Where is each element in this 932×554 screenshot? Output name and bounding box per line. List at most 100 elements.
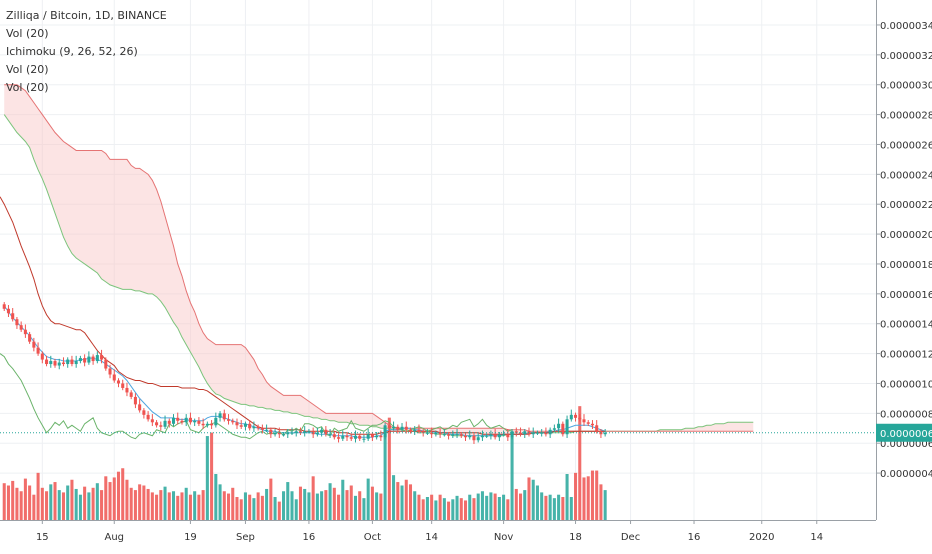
candle-body [180, 420, 184, 423]
volume-bar [218, 484, 222, 520]
candle-body [252, 426, 256, 429]
volume-bar [375, 492, 379, 520]
candle-body [307, 431, 311, 433]
candle-body [489, 434, 493, 436]
candle-body [201, 423, 205, 426]
volume-bar [438, 494, 442, 520]
candle-body [91, 356, 95, 362]
candle-body [188, 417, 192, 423]
candle-body [53, 361, 57, 366]
volume-bar [430, 494, 434, 520]
volume-bar [6, 485, 10, 520]
volume-bar [552, 498, 556, 520]
volume-bar [100, 490, 104, 520]
candle-body [159, 425, 163, 427]
candle-body [480, 435, 484, 438]
volume-bar [269, 478, 273, 520]
candle-body [341, 435, 345, 439]
volume-bar [260, 495, 264, 520]
volume-bar [468, 494, 472, 520]
x-tick-label: 16 [303, 532, 316, 543]
volume-bar [565, 474, 569, 520]
candle-body [408, 429, 413, 432]
candle-body [574, 414, 578, 418]
candle-body [6, 308, 10, 314]
x-tick-label: Nov [494, 532, 514, 543]
symbol-title[interactable]: Zilliqa / Bitcoin, 1D, BINANCE [6, 9, 167, 22]
volume-indicator-label[interactable]: Vol (20) [6, 81, 49, 94]
volume-bar [19, 491, 23, 520]
volume-bar [116, 471, 121, 520]
candle-body [57, 362, 61, 366]
volume-bar [91, 487, 95, 520]
candle-body [447, 434, 451, 436]
volume-bar [417, 494, 421, 520]
candle-body [273, 432, 277, 435]
volume-bar [387, 417, 391, 520]
volume-bar [493, 493, 497, 520]
candle-body [150, 419, 154, 423]
candle-body [70, 359, 74, 365]
candle-body [222, 413, 226, 420]
candle-body [590, 423, 594, 426]
candle-body [15, 319, 19, 326]
candle-body [256, 426, 260, 429]
volume-bar [586, 476, 590, 520]
volume-bar [104, 476, 108, 520]
volume-bar [193, 491, 197, 520]
candle-body [337, 437, 341, 439]
candle-body [231, 420, 235, 423]
volume-bar [455, 495, 459, 520]
candle-body [36, 347, 40, 354]
candle-body [286, 432, 290, 435]
candle-body [514, 431, 518, 433]
candle-body [19, 325, 23, 330]
candle-body [125, 387, 129, 393]
candle-body [328, 434, 332, 436]
volume-bar [485, 495, 489, 520]
volume-bar [243, 492, 247, 520]
ichimoku-indicator-label[interactable]: Ichimoku (9, 26, 52, 26) [6, 45, 138, 58]
volume-bar [53, 482, 57, 520]
candle-body [74, 361, 78, 365]
lagging-span-line [0, 353, 513, 440]
leading-span-b-line [4, 84, 754, 432]
volume-bar [518, 493, 523, 520]
candle-body [290, 432, 294, 434]
volume-bar [61, 492, 66, 520]
volume-bar [337, 494, 341, 520]
volume-bar [523, 490, 527, 520]
volume-bar [265, 488, 269, 520]
volume-bar [421, 499, 425, 520]
candle-body [472, 435, 476, 441]
candle-body [112, 374, 116, 381]
candle-body [269, 429, 273, 435]
volume-indicator-label[interactable]: Vol (20) [6, 27, 49, 40]
candle-body [66, 359, 70, 365]
volume-bar [315, 493, 319, 520]
candle-body [552, 428, 556, 430]
volume-bar [294, 499, 298, 520]
candle-body [197, 420, 201, 424]
volume-bar [345, 490, 349, 520]
volume-bar [74, 488, 78, 520]
volume-bar [366, 478, 370, 520]
volume-bar [303, 488, 307, 520]
volume-bar [45, 491, 49, 520]
volume-bar [561, 497, 565, 520]
candle-body [214, 417, 218, 426]
volume-bar [557, 494, 561, 520]
volume-indicator-label[interactable]: Vol (20) [6, 63, 49, 76]
chart-legend: Zilliqa / Bitcoin, 1D, BINANCE Vol (20) … [6, 7, 167, 97]
candle-body [155, 422, 159, 426]
volume-bar [540, 492, 544, 520]
volume-bar [159, 490, 163, 520]
volume-bar [451, 499, 455, 520]
volume-bar [502, 494, 506, 520]
candle-body [595, 425, 599, 432]
